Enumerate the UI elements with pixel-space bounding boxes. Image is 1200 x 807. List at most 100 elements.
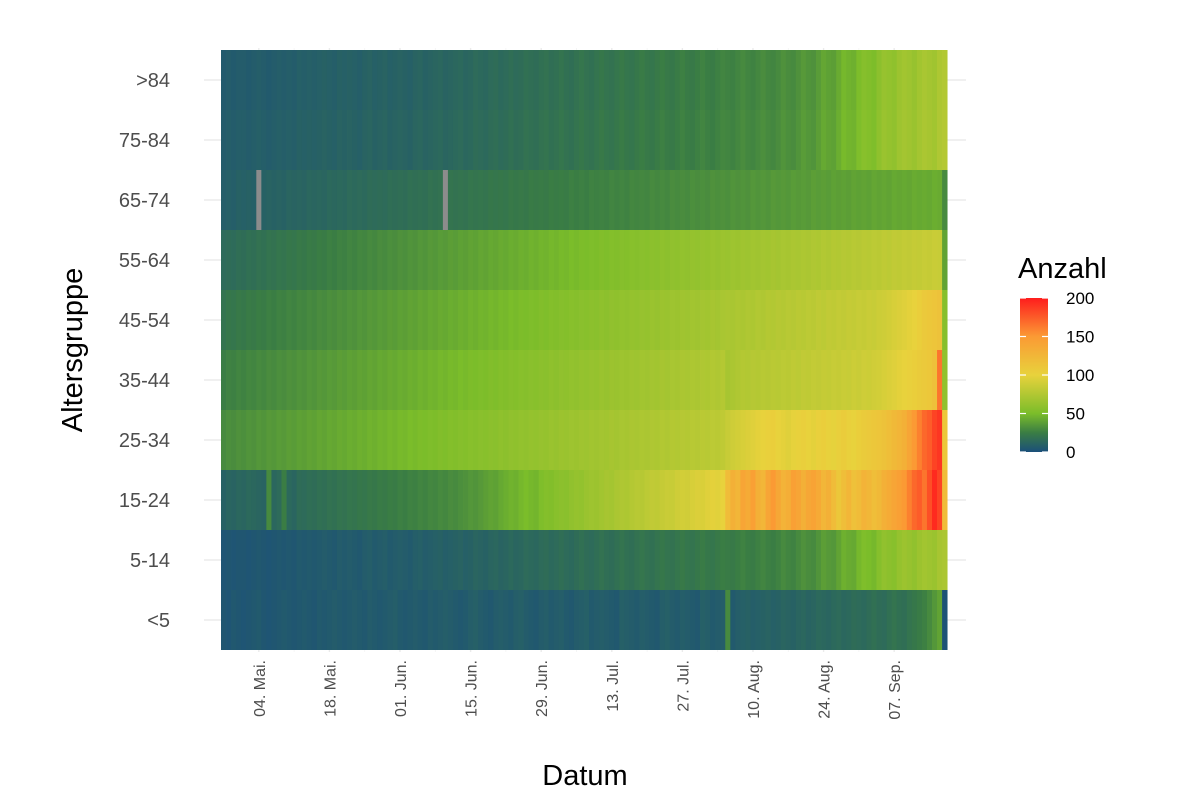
heatmap-cell: [871, 110, 877, 170]
x-tick-label: 15. Jun.: [464, 660, 481, 717]
legend-tick-label: 100: [1066, 366, 1094, 385]
heatmap-cell: [357, 590, 363, 650]
heatmap-cell: [463, 50, 469, 110]
x-tick-label: 29. Jun.: [534, 660, 551, 717]
heatmap-cell: [296, 110, 303, 170]
heatmap-cell: [730, 530, 736, 590]
heatmap-cell: [382, 230, 388, 290]
heatmap-cell: [543, 110, 550, 170]
heatmap-cell: [342, 350, 348, 410]
heatmap-cell: [679, 470, 686, 530]
heatmap-cell: [321, 590, 328, 650]
heatmap-cell: [311, 470, 318, 530]
heatmap-cell: [352, 350, 358, 410]
heatmap-cell: [468, 590, 474, 650]
heatmap-cell: [447, 110, 454, 170]
heatmap-cell: [594, 590, 600, 650]
heatmap-cell: [553, 290, 560, 350]
heatmap-cell: [528, 350, 535, 410]
heatmap-cell: [266, 170, 272, 230]
heatmap-cell: [604, 350, 610, 410]
heatmap-cell: [458, 350, 464, 410]
heatmap-cell: [523, 350, 529, 410]
heatmap-cell: [634, 170, 640, 230]
heatmap-cell: [669, 170, 676, 230]
heatmap-cell: [911, 530, 918, 590]
heatmap-cell: [372, 290, 378, 350]
heatmap-cell: [402, 110, 408, 170]
heatmap-cell: [447, 530, 454, 590]
heatmap-cell: [382, 410, 388, 470]
heatmap-cell: [700, 50, 706, 110]
heatmap-cell: [911, 230, 918, 290]
heatmap-cell: [412, 50, 419, 110]
heatmap-cell: [780, 170, 787, 230]
heatmap-cell: [362, 110, 368, 170]
heatmap-cell: [553, 170, 560, 230]
heatmap-cell: [362, 590, 368, 650]
heatmap-cell: [810, 110, 817, 170]
heatmap-cell: [911, 470, 918, 530]
heatmap-cell: [770, 350, 777, 410]
heatmap-cell: [689, 470, 696, 530]
heatmap-cell: [296, 50, 303, 110]
heatmap-cell: [306, 410, 313, 470]
heatmap-cell: [543, 170, 550, 230]
heatmap-cell: [452, 530, 459, 590]
heatmap-cell: [316, 350, 323, 410]
heatmap-cell: [508, 530, 514, 590]
heatmap-cell: [700, 350, 706, 410]
heatmap-cell: [634, 290, 640, 350]
heatmap-cell: [331, 590, 338, 650]
heatmap-cell: [816, 410, 822, 470]
heatmap-cell: [316, 110, 323, 170]
heatmap-cell: [584, 410, 590, 470]
heatmap-cell: [705, 410, 711, 470]
heatmap-cell: [422, 410, 429, 470]
heatmap-cell: [932, 470, 938, 530]
heatmap-cell: [921, 530, 928, 590]
heatmap-cell: [790, 530, 797, 590]
heatmap-cell: [286, 230, 292, 290]
heatmap-cell: [518, 170, 524, 230]
heatmap-cell: [452, 590, 459, 650]
heatmap-cell: [659, 590, 666, 650]
heatmap-cell: [790, 170, 797, 230]
heatmap-cell: [316, 290, 323, 350]
heatmap-cell: [296, 590, 303, 650]
heatmap-cell: [347, 350, 353, 410]
heatmap-cell: [911, 290, 918, 350]
heatmap-cell: [483, 590, 489, 650]
heatmap-cell: [725, 50, 731, 110]
heatmap-cell: [301, 470, 308, 530]
heatmap-cell: [689, 110, 696, 170]
heatmap-cell: [705, 50, 711, 110]
heatmap-cell: [891, 530, 898, 590]
heatmap-cell: [937, 110, 943, 170]
y-tick-label: >84: [136, 70, 170, 92]
heatmap-cell: [573, 530, 580, 590]
heatmap-cell: [563, 410, 570, 470]
heatmap-cell: [508, 590, 514, 650]
heatmap-cell: [684, 410, 691, 470]
heatmap-cell: [326, 230, 333, 290]
heatmap-cell: [251, 470, 257, 530]
heatmap-cell: [629, 170, 635, 230]
heatmap-cell: [896, 590, 903, 650]
heatmap-cell: [624, 410, 630, 470]
heatmap-cell: [407, 230, 414, 290]
heatmap-cell: [886, 110, 893, 170]
heatmap-cell: [246, 470, 252, 530]
heatmap-cell: [851, 110, 857, 170]
heatmap-cell: [805, 230, 812, 290]
heatmap-cell: [271, 410, 277, 470]
heatmap-cells: [221, 50, 948, 650]
heatmap-cell: [816, 470, 822, 530]
heatmap-cell: [362, 230, 368, 290]
heatmap-cell: [286, 110, 292, 170]
heatmap-cell: [599, 290, 605, 350]
heatmap-cell: [367, 470, 373, 530]
heatmap-cell: [730, 230, 736, 290]
heatmap-cell: [432, 110, 439, 170]
heatmap-cell: [715, 50, 721, 110]
